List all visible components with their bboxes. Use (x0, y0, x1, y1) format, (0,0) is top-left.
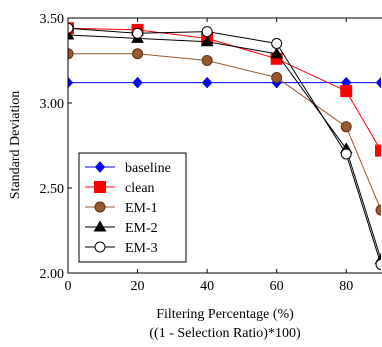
legend: baseline clean EM-1 EM-2 EM-3 (78, 152, 187, 263)
data-point (132, 27, 144, 39)
series-em-3 (68, 22, 381, 270)
x-tick-label: 40 (200, 279, 214, 294)
legend-marker (93, 220, 107, 232)
legend-item: baseline (85, 161, 171, 176)
data-point (271, 72, 283, 83)
y-tick-label: 3.50 (40, 12, 65, 27)
legend-label: EM-3 (125, 241, 158, 256)
data-point (201, 26, 213, 38)
data-point (68, 76, 74, 89)
series-line (68, 27, 381, 265)
data-point (271, 38, 283, 49)
data-point (68, 48, 74, 60)
data-point (201, 55, 213, 66)
axis-layer: 0 20 40 60 80 2.00 2.50 3.00 3.50 (40, 12, 354, 294)
series-baseline (68, 76, 381, 89)
legend-marker (94, 241, 106, 253)
legend-label: EM-1 (125, 201, 158, 216)
y-tick-label: 2.00 (40, 267, 65, 282)
series-em-1 (68, 48, 381, 216)
legend-label: baseline (125, 161, 171, 176)
y-tick-label: 2.50 (40, 182, 65, 197)
series-clean (68, 22, 381, 157)
legend-item: EM-2 (85, 220, 158, 236)
data-point (375, 259, 381, 270)
data-point (68, 22, 74, 34)
y-axis-title: Standard Deviation (8, 91, 23, 199)
data-point (340, 85, 353, 98)
data-point (132, 48, 144, 60)
series-line (68, 34, 381, 260)
legend-label: EM-2 (125, 221, 158, 236)
x-tick-label: 0 (65, 279, 72, 294)
y-tick-label: 3.00 (40, 97, 65, 112)
legend-marker (94, 181, 106, 193)
x-tick-label: 60 (270, 279, 284, 294)
plot-frame (67, 17, 382, 274)
data-point (201, 76, 213, 89)
legend-marker (94, 201, 106, 213)
data-point (375, 144, 381, 157)
data-point (200, 35, 214, 47)
data-point (270, 47, 284, 59)
legend-label: clean (125, 181, 155, 196)
legend-item: EM-3 (85, 241, 158, 256)
data-point (340, 148, 352, 160)
series-line (68, 53, 381, 211)
x-tick-label: 80 (339, 279, 353, 294)
x-axis-subtitle: ((1 - Selection Ratio)*100) (149, 326, 301, 341)
x-tick-label: 20 (131, 279, 145, 294)
legend-item: EM-1 (85, 201, 158, 216)
series-line (68, 27, 381, 151)
legend-item: clean (85, 181, 155, 196)
x-axis-title: Filtering Percentage (%) (156, 307, 294, 322)
data-point (132, 76, 143, 89)
data-point (375, 204, 381, 216)
data-point (340, 121, 352, 133)
series-layer (68, 22, 381, 270)
data-point (375, 76, 381, 89)
legend-marker (94, 161, 106, 173)
